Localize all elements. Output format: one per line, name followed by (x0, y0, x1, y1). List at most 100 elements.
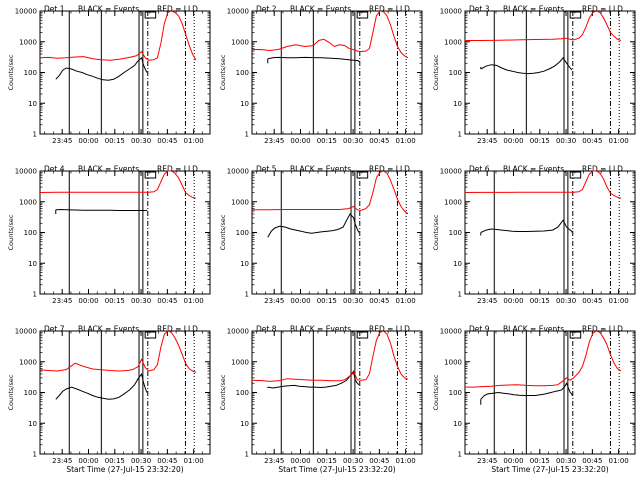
x-tick-label: 23:45 (52, 297, 72, 305)
y-tick-label: 10 (28, 420, 37, 428)
x-tick-label: 01:00 (184, 297, 204, 305)
events-line (480, 382, 573, 400)
x-tick-label: 00:15 (105, 297, 125, 305)
y-tick-label: 100 (449, 389, 462, 397)
x-tick-label: 00:45 (582, 297, 602, 305)
x-tick-label: 01:00 (609, 457, 629, 465)
x-tick-label: 01:00 (609, 297, 629, 305)
y-tick-label: 1000 (231, 38, 249, 46)
y-axis-label: Counts/sec (219, 374, 227, 410)
x-tick-label: 01:00 (396, 297, 416, 305)
panel-det-1: 1 10 100 1000 10000 23:45 00:00 00:15 00:30 00:45… (7, 5, 211, 145)
y-axis-label: Counts/sec (432, 214, 440, 250)
detector-title: Det 6 (469, 165, 490, 174)
x-tick-label: 00:00 (503, 457, 523, 465)
y-tick-label: 10000 (227, 328, 249, 336)
plot-frame (251, 10, 423, 135)
black-legend: BLACK = Events, (503, 325, 566, 334)
flag-box (356, 11, 369, 19)
x-tick-label: 00:30 (131, 137, 151, 145)
red-legend: RED = LLD (369, 165, 410, 174)
lld-line (465, 330, 622, 388)
black-legend: BLACK = Events, (78, 165, 141, 174)
x-tick-label: 00:15 (105, 137, 125, 145)
y-tick-label: 1 (458, 291, 462, 299)
lld-line (464, 170, 622, 199)
black-legend: BLACK = Events, (503, 5, 566, 14)
y-tick-label: 1 (458, 451, 462, 459)
panel-det-3: 1 10 100 1000 10000 23:45 00:00 00:15 00:30 00:45… (432, 5, 636, 145)
red-legend: RED = LLD (157, 165, 198, 174)
x-tick-label: 00:45 (157, 137, 177, 145)
x-tick-label: 00:15 (530, 457, 550, 465)
detector-title: Det 5 (256, 165, 277, 174)
y-tick-label: 100 (236, 69, 249, 77)
detector-title: Det 2 (256, 5, 277, 14)
x-tick-label: 00:30 (131, 297, 151, 305)
panel-det-5: 1 10 100 1000 10000 23:45 00:00 00:15 00:30 00:45… (219, 165, 423, 305)
x-tick-label: 23:45 (264, 297, 284, 305)
y-tick-label: 100 (24, 389, 37, 397)
y-tick-label: 100 (236, 229, 249, 237)
panel-det-8: 1 10 100 1000 10000 23:45 00:00 00:15 00:30 00:45… (219, 325, 423, 474)
red-legend: RED = LLD (582, 5, 623, 14)
x-tick-label: 00:00 (290, 137, 310, 145)
black-legend: BLACK = Events, (290, 325, 353, 334)
x-tick-label: 00:30 (556, 297, 576, 305)
y-tick-label: 10 (453, 420, 462, 428)
flag-box (569, 11, 582, 19)
y-tick-label: 1 (245, 291, 249, 299)
x-tick-label: 00:00 (78, 297, 98, 305)
red-legend: RED = LLD (157, 5, 198, 14)
x-tick-label: 00:30 (556, 457, 576, 465)
lld-line (39, 330, 197, 373)
x-tick-label: 23:45 (52, 457, 72, 465)
y-tick-label: 1000 (444, 198, 462, 206)
x-tick-label: 00:30 (556, 137, 576, 145)
x-tick-label: 00:45 (582, 457, 602, 465)
x-tick-label: 00:00 (78, 137, 98, 145)
y-tick-label: 10000 (15, 328, 37, 336)
detector-title: Det 1 (44, 5, 65, 14)
y-tick-label: 10 (28, 260, 37, 268)
y-tick-label: 100 (24, 229, 37, 237)
x-tick-label: 00:30 (343, 137, 363, 145)
flag-box (356, 331, 369, 339)
events-line (55, 372, 148, 400)
y-tick-label: 10 (240, 100, 249, 108)
y-tick-label: 100 (449, 229, 462, 237)
panel-det-6: 1 10 100 1000 10000 23:45 00:00 00:15 00:30 00:45… (432, 165, 636, 305)
lld-line (39, 10, 197, 61)
y-axis-label: Counts/sec (7, 54, 15, 90)
x-axis-label: Start Time (27-Jul-15 23:32:20) (66, 465, 183, 474)
y-tick-label: 100 (449, 69, 462, 77)
plot-frame (464, 170, 636, 295)
y-tick-label: 1000 (231, 198, 249, 206)
black-legend: BLACK = Events, (78, 325, 141, 334)
x-tick-label: 23:45 (477, 137, 497, 145)
lld-line (252, 170, 409, 215)
events-line (480, 56, 573, 75)
y-tick-label: 10 (240, 260, 249, 268)
black-legend: BLACK = Events, (78, 5, 141, 14)
events-line (267, 213, 360, 238)
x-axis-label: Start Time (27-Jul-15 23:32:20) (278, 465, 395, 474)
detector-title: Det 7 (44, 325, 65, 334)
flag-box (356, 171, 369, 179)
events-line (267, 371, 360, 389)
y-tick-label: 10 (240, 420, 249, 428)
y-tick-label: 100 (24, 69, 37, 77)
x-tick-label: 00:15 (105, 457, 125, 465)
x-tick-label: 01:00 (609, 137, 629, 145)
x-tick-label: 00:30 (343, 457, 363, 465)
red-legend: RED = LLD (157, 325, 198, 334)
x-tick-label: 00:00 (503, 137, 523, 145)
y-tick-label: 10000 (227, 168, 249, 176)
y-axis-label: Counts/sec (7, 214, 15, 250)
y-axis-label: Counts/sec (432, 374, 440, 410)
plot-frame (251, 330, 423, 455)
x-tick-label: 00:45 (369, 457, 389, 465)
x-tick-label: 00:45 (369, 137, 389, 145)
x-tick-label: 00:15 (317, 137, 337, 145)
detector-title: Det 8 (256, 325, 277, 334)
